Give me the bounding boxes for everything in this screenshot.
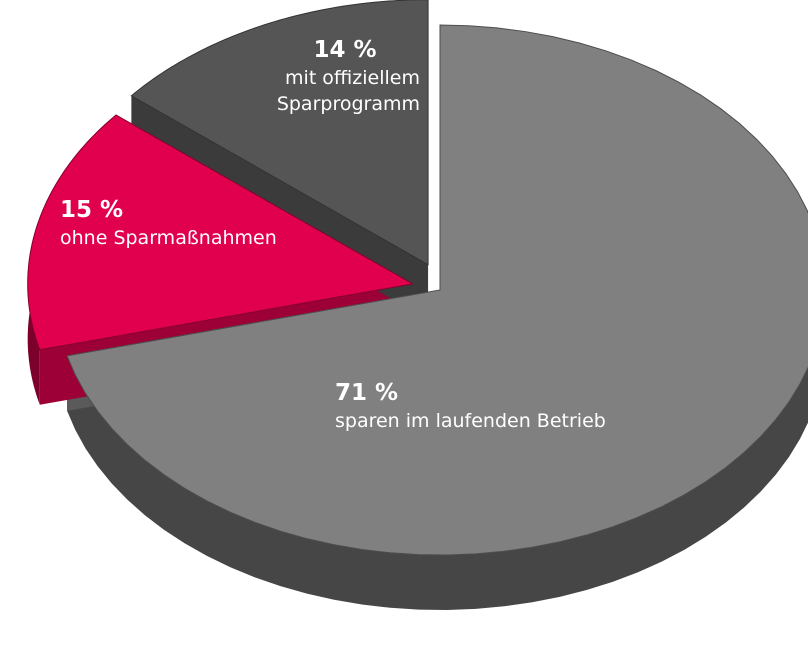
value-label: 15 % [60, 197, 124, 223]
slice-label: 71 % sparen im laufenden Betrieb [335, 378, 606, 434]
category-label: ohne Sparmaßnahmen [60, 227, 277, 249]
slice-label: 15 % ohne Sparmaßnahmen [60, 195, 277, 251]
pie-slice [130, 0, 429, 266]
category-label: sparen im laufenden Betrieb [335, 410, 606, 432]
value-label: 71 % [335, 380, 399, 406]
value-label: 14 % [313, 37, 377, 63]
pie-slice [27, 114, 415, 351]
pie-slice [66, 24, 808, 556]
category-label: mit offiziellem Sparprogramm [276, 67, 420, 115]
slice-label: 14 % mit offiziellem Sparprogramm [240, 35, 420, 117]
